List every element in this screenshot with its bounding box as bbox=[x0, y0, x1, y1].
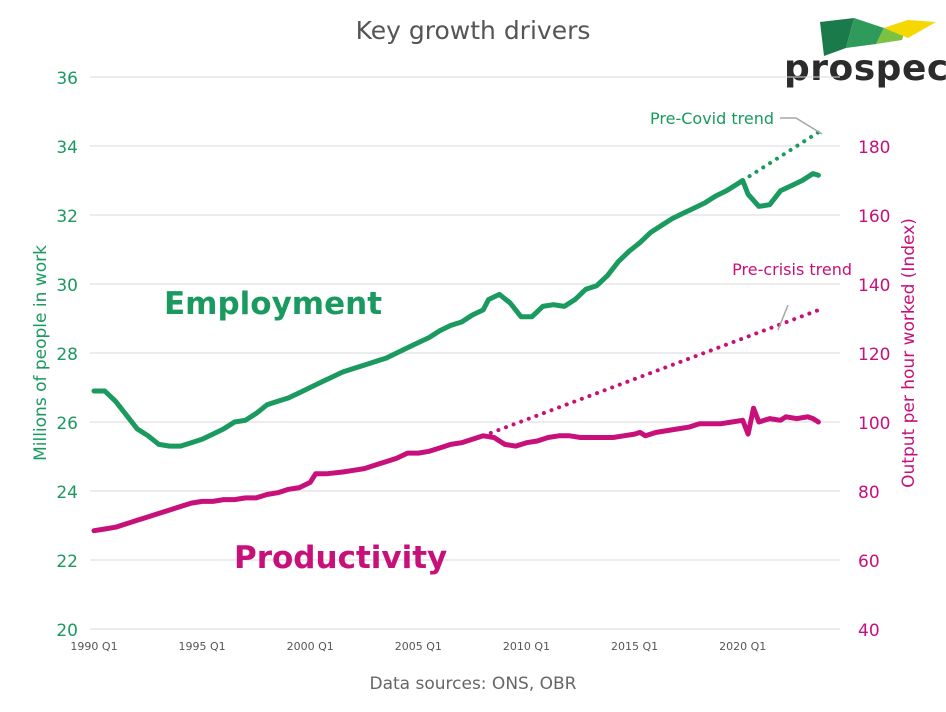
y-right-tick-label: 180 bbox=[858, 138, 890, 158]
y-right-axis-title: Output per hour worked (Index) bbox=[899, 218, 919, 488]
y-left-tick-label: 22 bbox=[56, 552, 78, 572]
x-tick-label: 2005 Q1 bbox=[395, 640, 442, 653]
logo-text: prospect bbox=[784, 48, 946, 89]
y-right-tick-label: 100 bbox=[858, 414, 890, 434]
y-right-tick-label: 40 bbox=[858, 621, 880, 641]
y-left-tick-label: 24 bbox=[56, 483, 78, 503]
x-tick-label: 2000 Q1 bbox=[287, 640, 334, 653]
y-left-tick-label: 28 bbox=[56, 345, 78, 365]
employment-line bbox=[91, 171, 821, 449]
pre-covid-leader-line bbox=[780, 117, 823, 135]
y-left-tick-label: 20 bbox=[56, 621, 78, 641]
chart-title: Key growth drivers bbox=[355, 16, 591, 45]
y-right-tick-label: 160 bbox=[858, 207, 890, 227]
y-right-tick-label: 60 bbox=[858, 552, 880, 572]
y-left-tick-label: 30 bbox=[56, 276, 78, 296]
x-tick-label: 1990 Q1 bbox=[70, 640, 117, 653]
x-tick-label: 1995 Q1 bbox=[179, 640, 226, 653]
y-left-tick-label: 36 bbox=[56, 69, 78, 89]
pre-covid-trend-line bbox=[740, 126, 826, 183]
x-tick-label: 2015 Q1 bbox=[611, 640, 658, 653]
x-tick-label: 2020 Q1 bbox=[719, 640, 766, 653]
y-left-tick-label: 34 bbox=[56, 138, 78, 158]
productivity-label: Productivity bbox=[234, 540, 447, 576]
pre-crisis-leader-line bbox=[777, 304, 789, 331]
pre-crisis-trend-label: Pre-crisis trend bbox=[732, 260, 852, 279]
employment-label: Employment bbox=[164, 286, 382, 322]
y-left-axis-title: Millions of people in work bbox=[31, 245, 51, 461]
prospect-logo: prospect bbox=[784, 18, 946, 90]
logo-mark-icon bbox=[820, 18, 936, 56]
y-right-tick-label: 140 bbox=[858, 276, 890, 296]
x-tick-label: 2010 Q1 bbox=[503, 640, 550, 653]
y-left-tick-label: 26 bbox=[56, 414, 78, 434]
productivity-line bbox=[91, 405, 821, 534]
pre-covid-trend-label: Pre-Covid trend bbox=[650, 109, 774, 128]
data-source-note: Data sources: ONS, OBR bbox=[369, 674, 577, 694]
y-right-tick-label: 80 bbox=[858, 483, 880, 503]
y-right-tick-label: 120 bbox=[858, 345, 890, 365]
y-left-tick-label: 32 bbox=[56, 207, 78, 227]
